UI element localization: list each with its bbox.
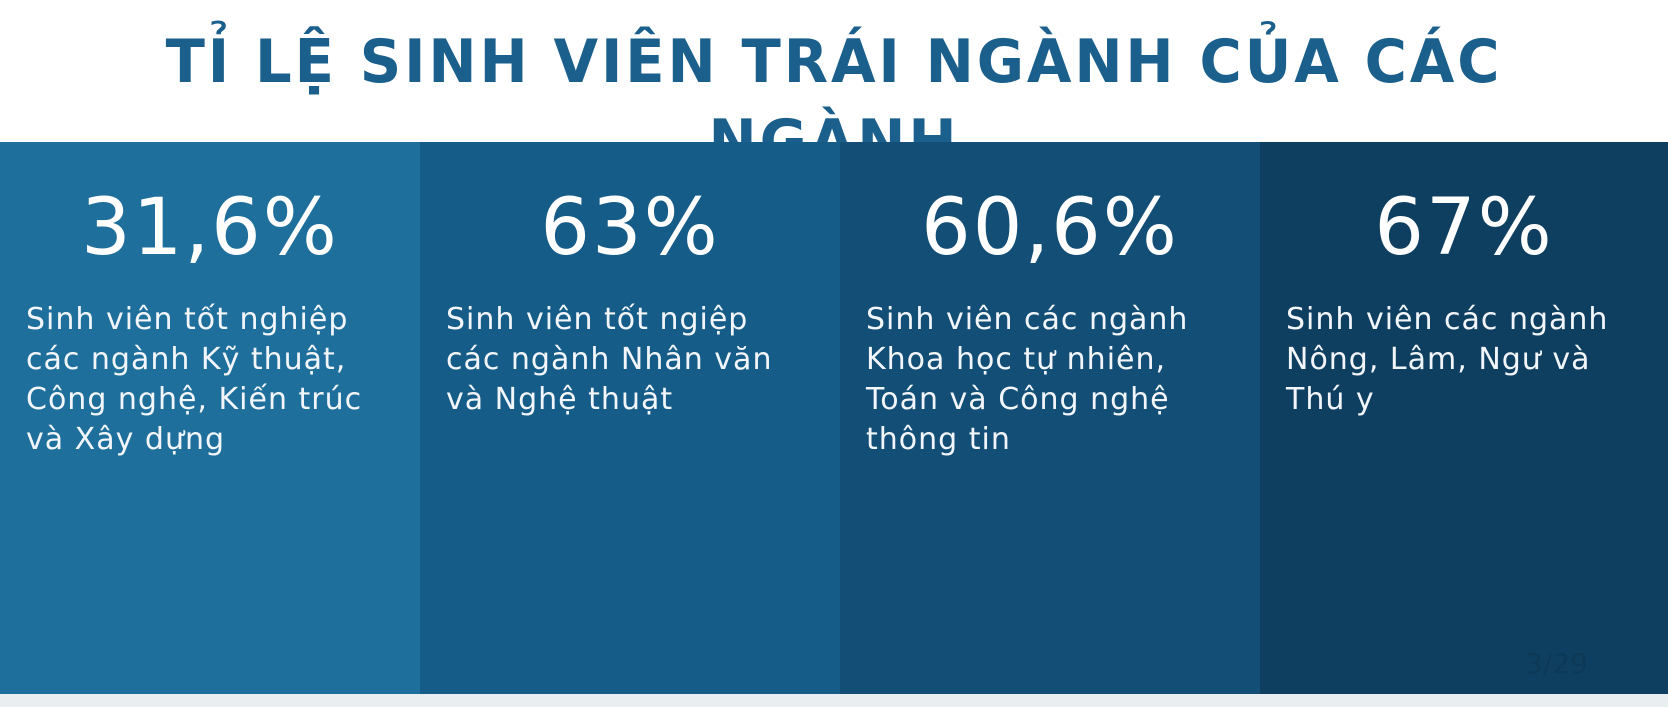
stats-panels: 31,6% Sinh viên tốt nghiệp các ngành Kỹ … <box>0 142 1668 694</box>
stat-value: 67% <box>1374 183 1554 273</box>
page-indicator: 3/29 <box>1525 647 1588 680</box>
bottom-divider <box>0 694 1668 707</box>
stat-panel-engineering: 31,6% Sinh viên tốt nghiệp các ngành Kỹ … <box>0 142 420 694</box>
stat-description: Sinh viên các ngành Nông, Lâm, Ngư và Th… <box>1286 302 1609 417</box>
stat-value: 60,6% <box>921 183 1179 273</box>
stat-panel-agriculture: 67% Sinh viên các ngành Nông, Lâm, Ngư v… <box>1260 142 1668 694</box>
stat-description: Sinh viên tốt nghiệp các ngành Kỹ thuật,… <box>26 302 363 457</box>
stat-panel-science-math-it: 60,6% Sinh viên các ngành Khoa học tự nh… <box>840 142 1260 694</box>
stat-description: Sinh viên tốt ngiệp các ngành Nhân văn v… <box>446 302 773 417</box>
stat-value: 63% <box>540 183 720 273</box>
stat-description: Sinh viên các ngành Khoa học tự nhiên, T… <box>866 302 1189 457</box>
stat-value: 31,6% <box>81 183 339 273</box>
stat-panel-humanities-arts: 63% Sinh viên tốt ngiệp các ngành Nhân v… <box>420 142 840 694</box>
